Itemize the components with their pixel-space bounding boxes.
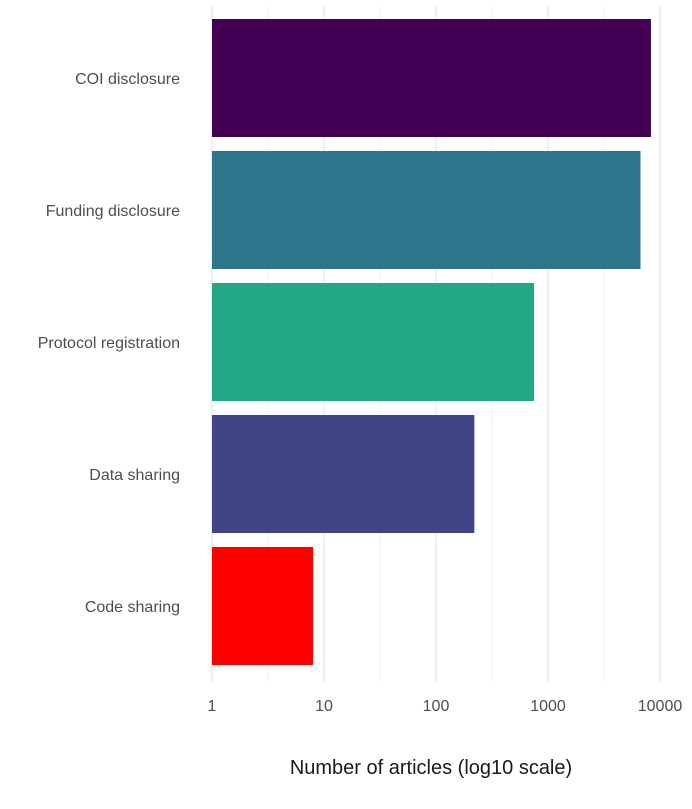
x-tick-label: 1000	[530, 698, 566, 715]
bar-coi-disclosure	[212, 19, 651, 137]
category-label: Funding disclosure	[46, 203, 180, 220]
category-labels: COI disclosure Funding disclosure Protocol…	[38, 71, 180, 616]
category-label: Code sharing	[85, 599, 180, 616]
x-tick-labels: 1 10 100 1000 10000	[208, 698, 683, 715]
category-label: Data sharing	[89, 467, 180, 484]
x-tick-label: 1	[208, 698, 217, 715]
category-label: COI disclosure	[75, 71, 180, 88]
x-tick-label: 10	[315, 698, 333, 715]
bar-funding-disclosure	[212, 151, 641, 269]
bar-code-sharing	[212, 547, 314, 665]
bar-protocol-registration	[212, 283, 535, 401]
category-label: Protocol registration	[38, 335, 180, 352]
x-tick-label: 10000	[638, 698, 683, 715]
x-tick-label: 100	[423, 698, 450, 715]
bar-data-sharing	[212, 415, 475, 533]
bars	[212, 19, 651, 665]
x-axis-title: Number of articles (log10 scale)	[290, 757, 572, 779]
